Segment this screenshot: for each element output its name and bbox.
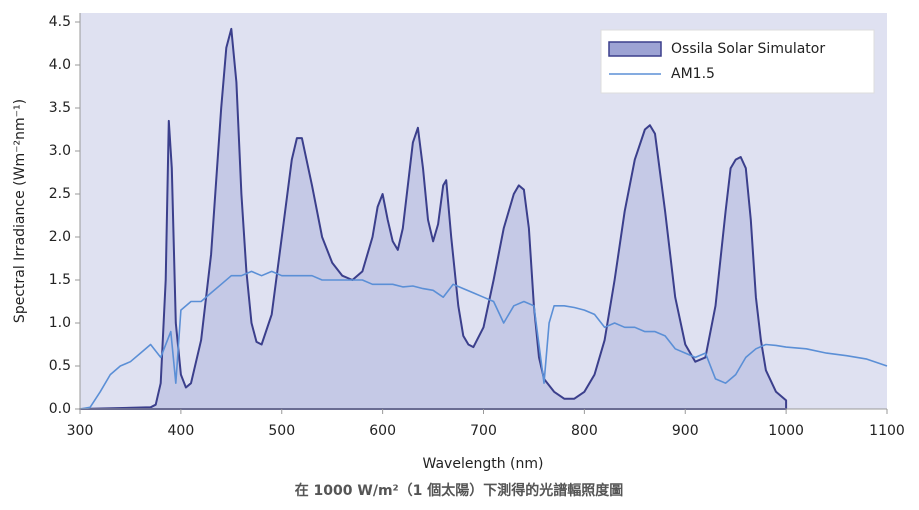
y-tick-label: 2.5 bbox=[49, 186, 71, 202]
y-tick-label: 0.5 bbox=[49, 358, 71, 374]
legend-swatch bbox=[608, 41, 662, 57]
x-tick-label: 800 bbox=[571, 423, 598, 439]
x-tick-label: 1000 bbox=[768, 423, 804, 439]
y-tick-label: 3.5 bbox=[49, 100, 71, 116]
x-tick-label: 500 bbox=[268, 423, 295, 439]
y-tick-label: 4.0 bbox=[49, 57, 71, 73]
x-tick-label: 300 bbox=[67, 423, 94, 439]
y-axis-label: Spectral Irradiance (Wm⁻²nm⁻¹) bbox=[12, 99, 28, 323]
y-tick-label: 1.0 bbox=[49, 315, 71, 331]
line bbox=[79, 270, 888, 410]
legend-box bbox=[600, 29, 875, 94]
x-tick-label: 1100 bbox=[869, 423, 905, 439]
y-tick-label: 3.0 bbox=[49, 143, 71, 159]
y-tick-label: 0.0 bbox=[49, 401, 71, 417]
area bbox=[79, 27, 788, 410]
x-tick-label: 900 bbox=[672, 423, 699, 439]
x-tick-label: 400 bbox=[168, 423, 195, 439]
x-tick-label: 600 bbox=[369, 423, 396, 439]
x-axis-label: Wavelength (nm) bbox=[423, 456, 544, 472]
y-tick-label: 1.5 bbox=[49, 272, 71, 288]
y-tick-label: 2.0 bbox=[49, 229, 71, 245]
legend-label: AM1.5 bbox=[671, 66, 715, 82]
y-tick-label: 4.5 bbox=[49, 14, 71, 30]
x-tick-label: 700 bbox=[470, 423, 497, 439]
caption: 在 1000 W/m²（1 個太陽）下測得的光譜輻照度圖 bbox=[295, 482, 624, 499]
legend-label: Ossila Solar Simulator bbox=[671, 41, 825, 57]
